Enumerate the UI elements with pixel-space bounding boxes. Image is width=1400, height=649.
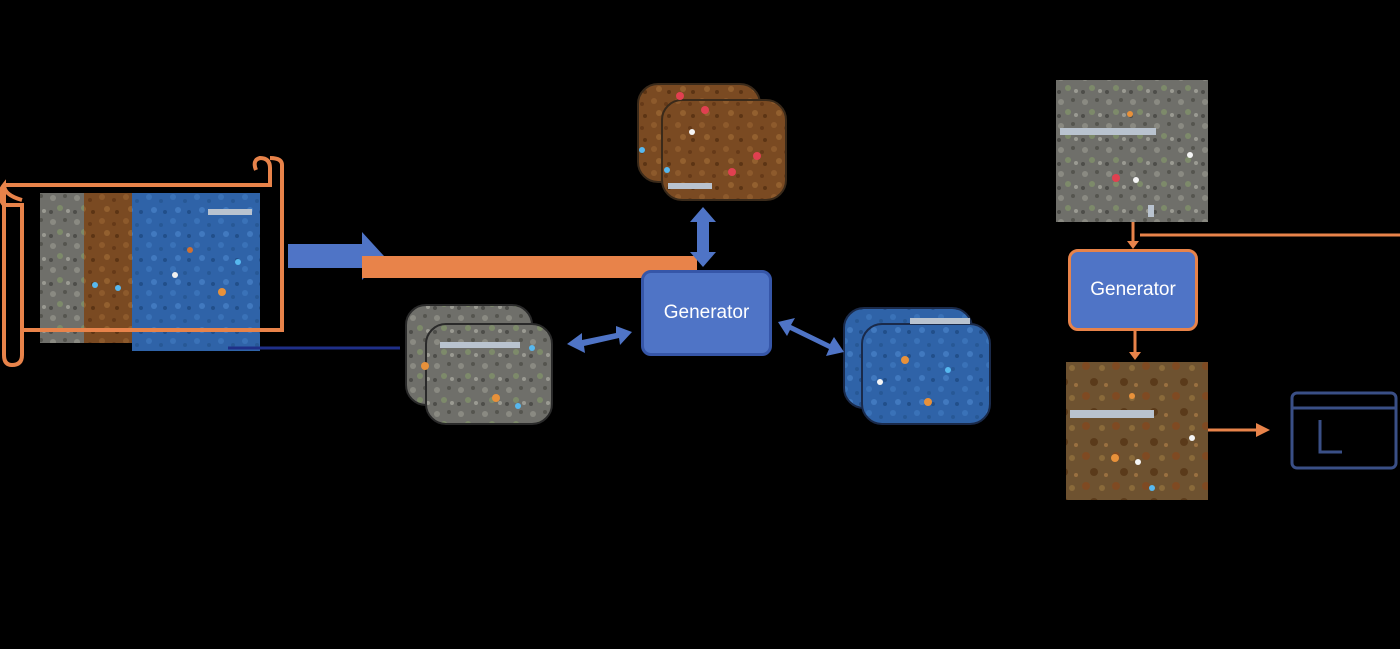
input-level-image [1056, 80, 1208, 222]
arrow-generator-left [567, 326, 632, 353]
arrow-generator-top [690, 207, 716, 267]
generator-center-box: Generator [641, 270, 772, 356]
generated-level-stack-blue [843, 307, 991, 425]
level-strip-blue-1 [132, 193, 154, 351]
generator-right-box: Generator [1068, 249, 1198, 331]
orange-input-connector [1127, 222, 1400, 249]
level-strip-brown-2 [108, 193, 132, 343]
output-level-image [1066, 362, 1208, 500]
orange-band [362, 256, 697, 278]
orange-output-connector [1129, 331, 1141, 360]
training-levels-scroll [0, 155, 284, 368]
generator-center-label: Generator [663, 302, 750, 323]
level-strip-gray-2 [62, 193, 84, 343]
generator-right-label: Generator [1090, 279, 1176, 300]
orange-arrow-to-window [1208, 423, 1270, 437]
generated-level-stack-brown [637, 83, 787, 201]
window-icon [1290, 391, 1398, 470]
level-image-blue [154, 193, 260, 351]
arrow-generator-right [778, 318, 844, 356]
level-strip-brown-1 [84, 193, 108, 343]
generated-level-stack-gray [405, 304, 553, 425]
training-arrow [288, 232, 384, 280]
level-strip-gray-1 [40, 193, 62, 343]
